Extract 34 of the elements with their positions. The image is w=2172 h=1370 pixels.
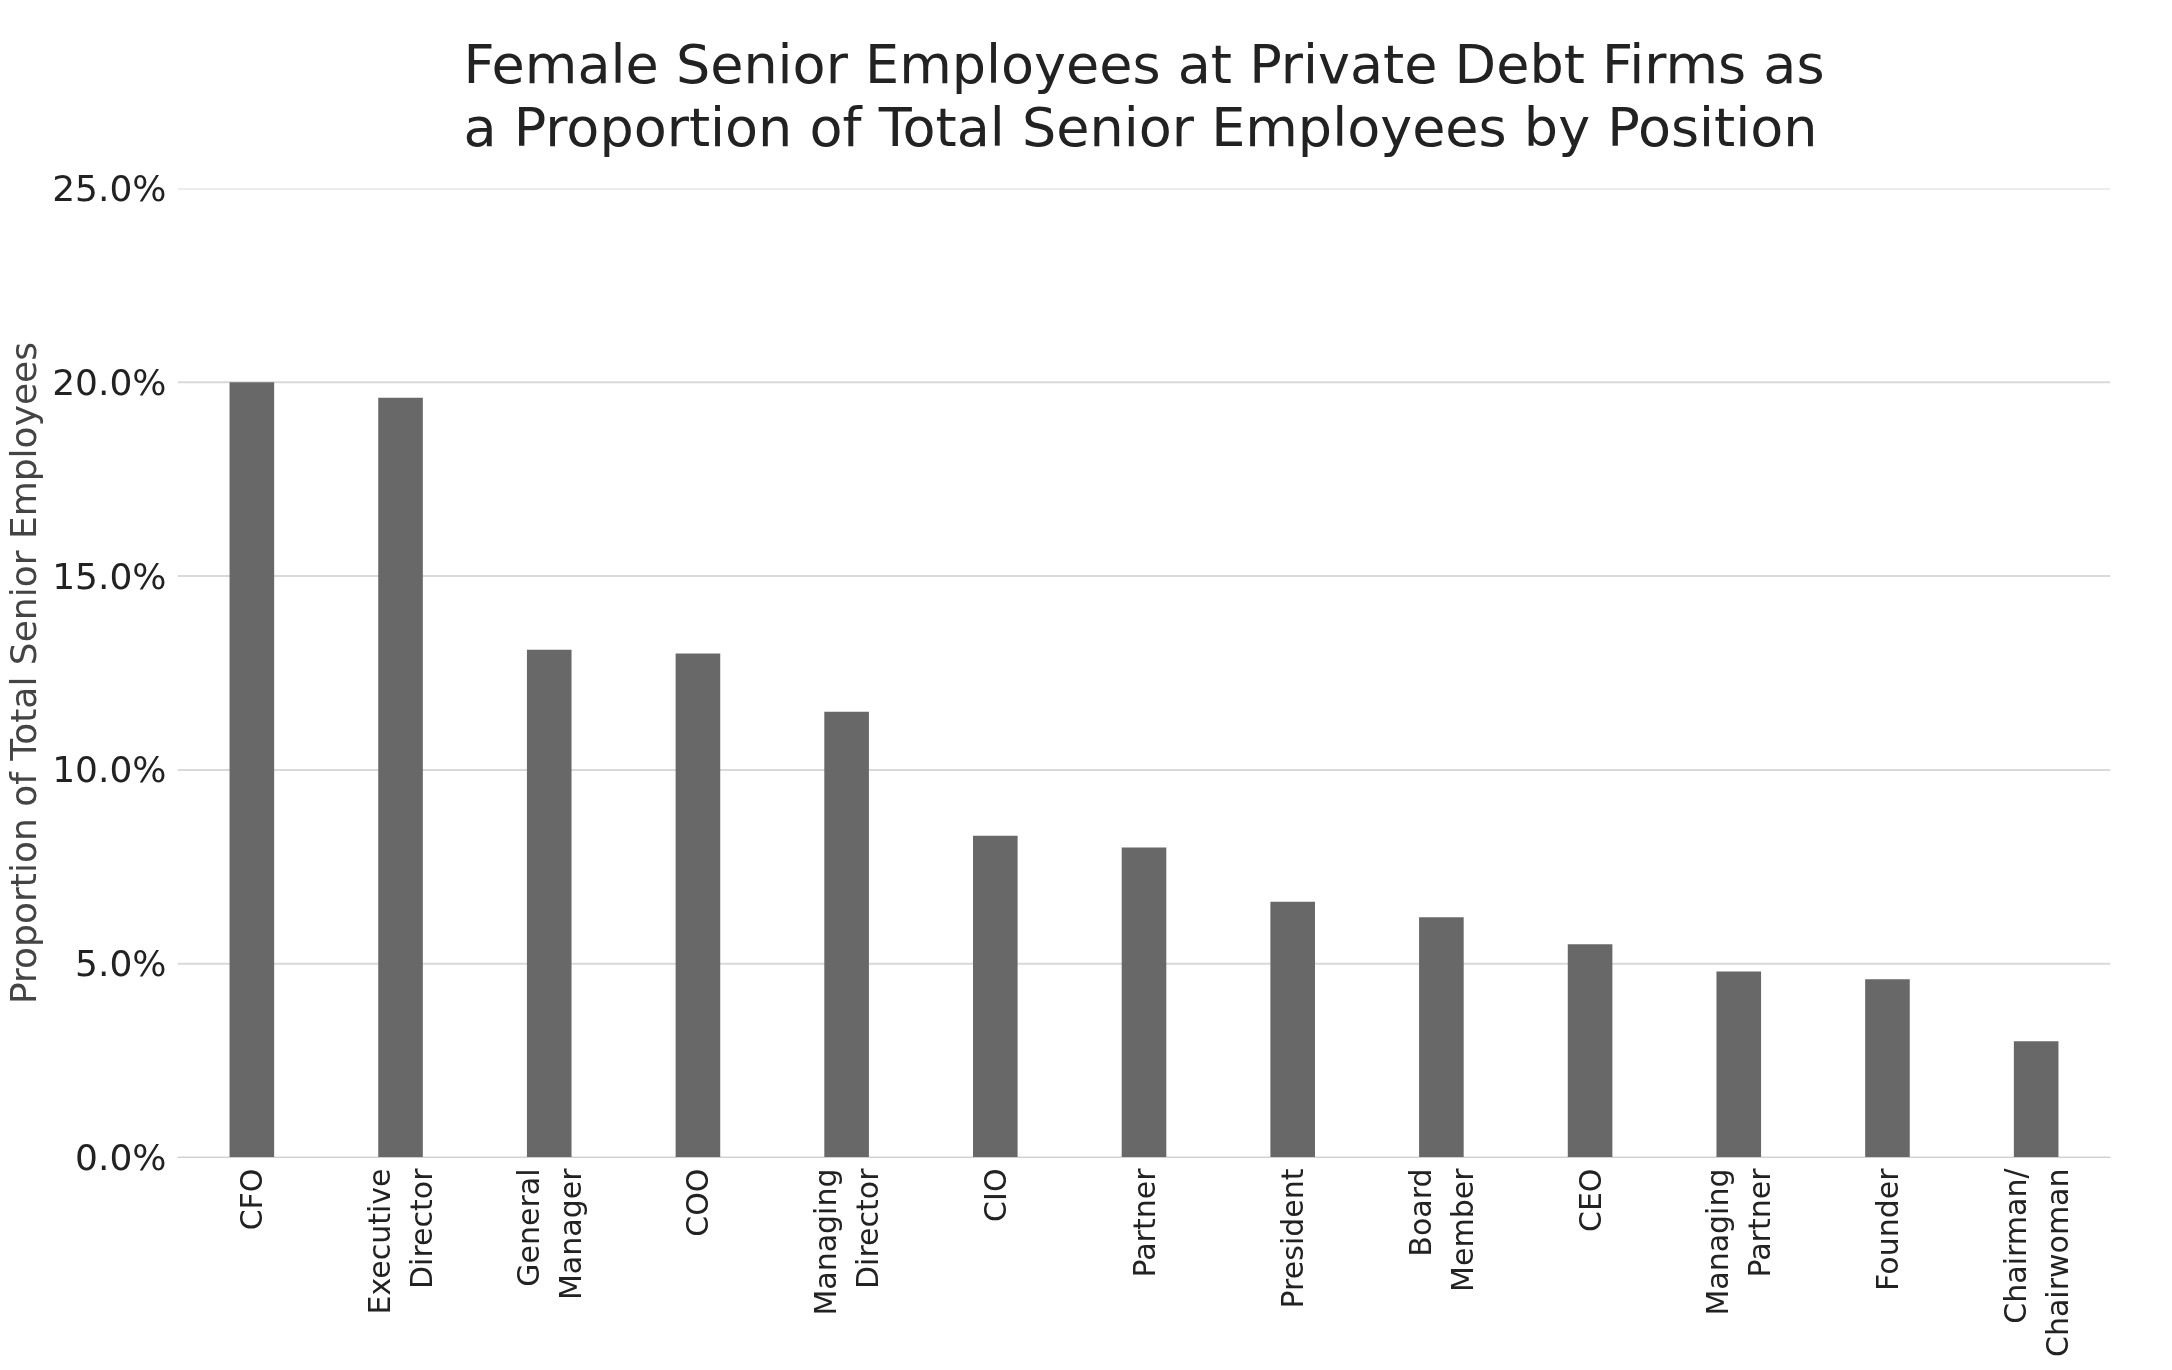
x-tick-label: CEO bbox=[1572, 1168, 1608, 1233]
y-tick-label: 25.0% bbox=[52, 168, 167, 209]
x-tick-label: CFO bbox=[234, 1168, 270, 1231]
bar bbox=[1865, 979, 1910, 1158]
x-tick-label: General Manager bbox=[510, 1167, 588, 1300]
y-tick-label: 5.0% bbox=[75, 943, 167, 985]
bar bbox=[1716, 971, 1762, 1158]
bar bbox=[675, 653, 721, 1158]
bar bbox=[229, 382, 275, 1158]
bar bbox=[1270, 901, 1315, 1158]
x-tick-label: Board Member bbox=[1402, 1167, 1480, 1292]
x-tick-label: Chairman/Chairwoman bbox=[1997, 1167, 2075, 1358]
bar bbox=[1419, 917, 1464, 1158]
x-tick-label: Executive Director bbox=[362, 1167, 440, 1315]
bar bbox=[824, 711, 869, 1158]
x-tick-label: Partner bbox=[1126, 1167, 1162, 1278]
x-tick-label: Managing Director bbox=[808, 1167, 886, 1316]
bar bbox=[2013, 1041, 2059, 1158]
bar bbox=[1567, 944, 1613, 1158]
chart-title: Female Senior Employees at Private Debt Firms as a Proportion of Total Senior Employees by Position bbox=[463, 32, 1825, 159]
y-axis-title: Proportion of Total Senior Employees bbox=[3, 342, 45, 1004]
y-tick-label: 10.0% bbox=[52, 749, 167, 791]
bar bbox=[973, 835, 1018, 1158]
x-tick-label: Managing Partner bbox=[1700, 1167, 1778, 1316]
x-tick-label: Founder bbox=[1869, 1167, 1905, 1291]
y-tick-label: 15.0% bbox=[52, 555, 167, 597]
x-tick-label: COO bbox=[680, 1168, 716, 1237]
y-tick-label: 20.0% bbox=[52, 361, 167, 403]
x-tick-label: CIO bbox=[977, 1168, 1013, 1222]
bar bbox=[526, 649, 572, 1158]
y-tick-label: 0.0% bbox=[75, 1137, 167, 1178]
bar bbox=[1121, 847, 1167, 1158]
x-tick-label: President bbox=[1275, 1168, 1311, 1309]
bar bbox=[378, 397, 423, 1158]
